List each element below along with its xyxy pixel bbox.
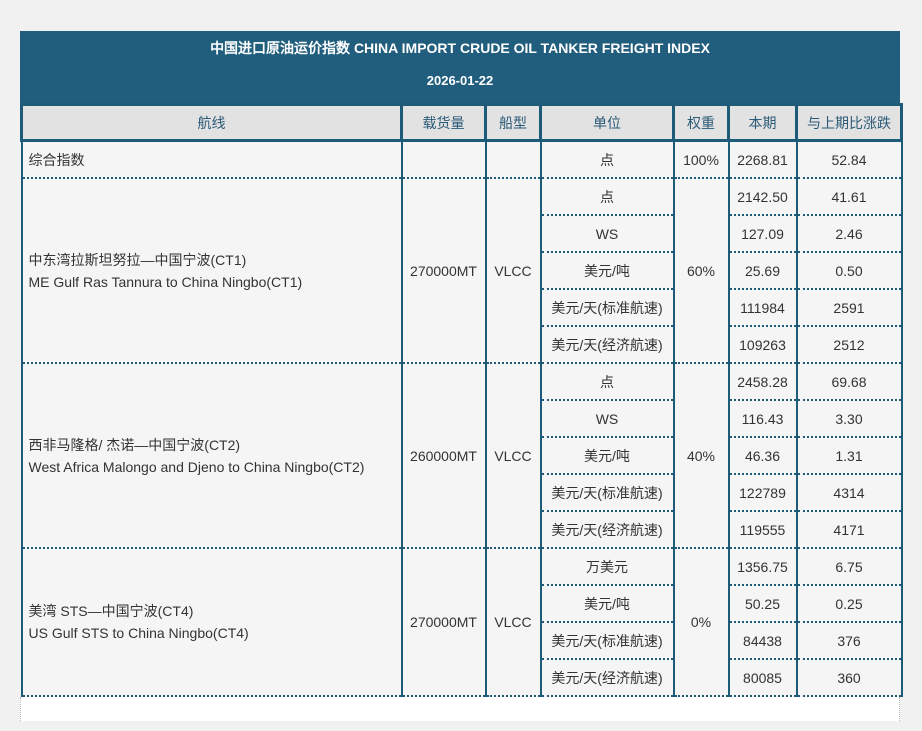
unit-cell: 美元/吨 <box>539 584 675 623</box>
route-sub-row: 美元/天(经济航速) 109263 2512 <box>22 325 903 364</box>
unit-cell: 美元/天(标准航速) <box>539 288 675 327</box>
route-name-en: US Gulf STS to China Ningbo(CT4) <box>28 625 249 641</box>
route-name-en: ME Gulf Ras Tannura to China Ningbo(CT1) <box>28 273 303 290</box>
column-header-weight: 权重 <box>672 103 730 142</box>
change-value-cell: 4314 <box>795 473 903 512</box>
unit-cell: 点 <box>539 139 675 179</box>
report-date: 2026-01-22 <box>426 73 494 88</box>
vessel-cell <box>484 139 542 179</box>
change-value-cell: 6.75 <box>795 547 903 586</box>
cargo-cell: 260000MT <box>400 362 487 549</box>
current-value-cell: 46.36 <box>727 436 798 475</box>
route-sub-row: WS 127.09 2.46 <box>22 214 903 253</box>
vessel-cell: VLCC <box>484 177 542 364</box>
route-name: 中东湾拉斯坦努拉—中国宁波(CT1) ME Gulf Ras Tannura to… <box>20 177 403 364</box>
freight-index-page: 中国进口原油运价指数 CHINA IMPORT CRUDE OIL TANKER… <box>20 31 903 721</box>
change-value-cell: 2.46 <box>795 214 903 253</box>
page-title: 中国进口原油运价指数 CHINA IMPORT CRUDE OIL TANKER… <box>210 40 710 56</box>
change-value-cell: 3.30 <box>795 399 903 438</box>
empty-continuation-area <box>20 697 900 721</box>
weight-cell: 60% <box>672 177 730 364</box>
column-header-vessel: 船型 <box>484 103 542 142</box>
cargo-cell: 270000MT <box>400 177 487 364</box>
cargo-cell <box>400 139 487 179</box>
route-sub-row: 美元/天(标准航速) 122789 4314 <box>22 473 903 512</box>
change-value-cell: 0.50 <box>795 251 903 290</box>
column-header-route: 航线 <box>20 103 403 142</box>
column-header-change: 与上期比涨跌 <box>795 103 903 142</box>
current-value-cell: 122789 <box>727 473 798 512</box>
route-sub-row: 美元/吨 50.25 0.25 <box>22 584 903 623</box>
current-value-cell: 2268.81 <box>727 139 798 179</box>
unit-cell: 美元/天(标准航速) <box>539 473 675 512</box>
change-value-cell: 1.31 <box>795 436 903 475</box>
route-sub-row: 中东湾拉斯坦努拉—中国宁波(CT1) ME Gulf Ras Tannura to… <box>20 177 903 364</box>
change-value-cell: 41.61 <box>795 177 903 216</box>
unit-cell: 美元/天(标准航速) <box>539 621 675 660</box>
vessel-cell: VLCC <box>484 362 542 549</box>
route-name: 综合指数 <box>20 139 403 179</box>
weight-cell: 40% <box>672 362 730 549</box>
unit-cell: 点 <box>539 177 675 216</box>
change-value-cell: 2591 <box>795 288 903 327</box>
current-value-cell: 111984 <box>727 288 798 327</box>
column-header-cargo: 载货量 <box>400 103 487 142</box>
current-value-cell: 2142.50 <box>727 177 798 216</box>
route-sub-row: 美元/天(标准航速) 84438 376 <box>22 621 903 660</box>
freight-index-table: 航线 载货量 船型 单位 权重 本期 与上期比涨跌 综合指数点 100% 2268.… <box>20 103 903 697</box>
unit-cell: 美元/天(经济航速) <box>539 510 675 549</box>
unit-cell: 点 <box>539 362 675 401</box>
unit-cell: WS <box>539 399 675 438</box>
current-value-cell: 2458.28 <box>727 362 798 401</box>
column-header-row: 航线 载货量 船型 单位 权重 本期 与上期比涨跌 <box>20 103 903 142</box>
route-sub-row: 美元/吨 25.69 0.50 <box>22 251 903 290</box>
change-value-cell: 4171 <box>795 510 903 549</box>
route-name: 西非马隆格/ 杰诺—中国宁波(CT2) West Africa Malongo a… <box>20 362 403 549</box>
change-value-cell: 360 <box>795 658 903 697</box>
change-value-cell: 376 <box>795 621 903 660</box>
route-name-cn: 西非马隆格/ 杰诺—中国宁波(CT2) <box>28 436 241 453</box>
route-sub-row: 美元/吨 46.36 1.31 <box>22 436 903 475</box>
unit-cell: 美元/天(经济航速) <box>539 658 675 697</box>
change-value-cell: 69.68 <box>795 362 903 401</box>
cargo-cell: 270000MT <box>400 547 487 697</box>
current-value-cell: 109263 <box>727 325 798 364</box>
current-value-cell: 116.43 <box>727 399 798 438</box>
table-title-bar: 中国进口原油运价指数 CHINA IMPORT CRUDE OIL TANKER… <box>20 31 900 103</box>
change-value-cell: 52.84 <box>795 139 903 179</box>
current-value-cell: 1356.75 <box>727 547 798 586</box>
composite-index-row: 综合指数 点 100% 2268.81 52.84 <box>20 139 903 179</box>
weight-cell: 100% <box>672 139 730 179</box>
current-value-cell: 119555 <box>727 510 798 549</box>
current-value-cell: 50.25 <box>727 584 798 623</box>
weight-cell: 0% <box>672 547 730 697</box>
route-name-en: West Africa Malongo and Djeno to China N… <box>28 458 365 475</box>
current-value-cell: 25.69 <box>727 251 798 290</box>
change-value-cell: 0.25 <box>795 584 903 623</box>
current-value-cell: 127.09 <box>727 214 798 253</box>
unit-cell: 美元/吨 <box>539 251 675 290</box>
route-sub-row: WS 116.43 3.30 <box>22 399 903 438</box>
route-name: 美湾 STS—中国宁波(CT4) US Gulf STS to China Nin… <box>20 547 403 697</box>
route-sub-row: 美元/天(经济航速) 80085 360 <box>22 658 903 697</box>
route-sub-row: 美元/天(经济航速) 119555 4171 <box>22 510 903 549</box>
unit-cell: 万美元 <box>539 547 675 586</box>
change-value-cell: 2512 <box>795 325 903 364</box>
unit-cell: WS <box>539 214 675 253</box>
route-name-cn: 中东湾拉斯坦努拉—中国宁波(CT1) <box>28 251 247 268</box>
vessel-cell: VLCC <box>484 547 542 697</box>
current-value-cell: 84438 <box>727 621 798 660</box>
route-name-cn: 美湾 STS—中国宁波(CT4) <box>28 603 194 619</box>
column-header-unit: 单位 <box>539 103 675 142</box>
route-sub-row: 美元/天(标准航速) 111984 2591 <box>22 288 903 327</box>
route-sub-row: 美湾 STS—中国宁波(CT4) US Gulf STS to China Nin… <box>20 547 903 697</box>
route-sub-row: 西非马隆格/ 杰诺—中国宁波(CT2) West Africa Malongo a… <box>20 362 903 549</box>
column-header-current: 本期 <box>727 103 798 142</box>
unit-cell: 美元/吨 <box>539 436 675 475</box>
unit-cell: 美元/天(经济航速) <box>539 325 675 364</box>
current-value-cell: 80085 <box>727 658 798 697</box>
